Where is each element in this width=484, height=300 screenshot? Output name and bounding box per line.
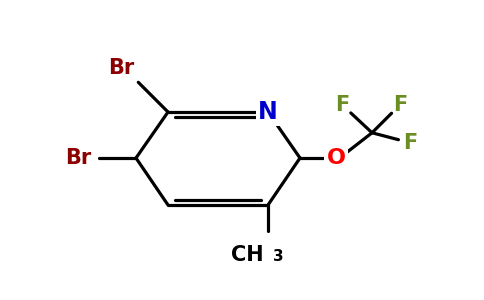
Text: F: F xyxy=(335,95,349,115)
Text: O: O xyxy=(327,148,346,168)
Text: 3: 3 xyxy=(273,249,284,264)
Text: Br: Br xyxy=(65,148,91,168)
Text: N: N xyxy=(258,100,278,124)
Text: Br: Br xyxy=(108,58,134,78)
Text: F: F xyxy=(403,133,417,153)
Text: CH: CH xyxy=(231,245,264,265)
Text: F: F xyxy=(393,95,407,115)
